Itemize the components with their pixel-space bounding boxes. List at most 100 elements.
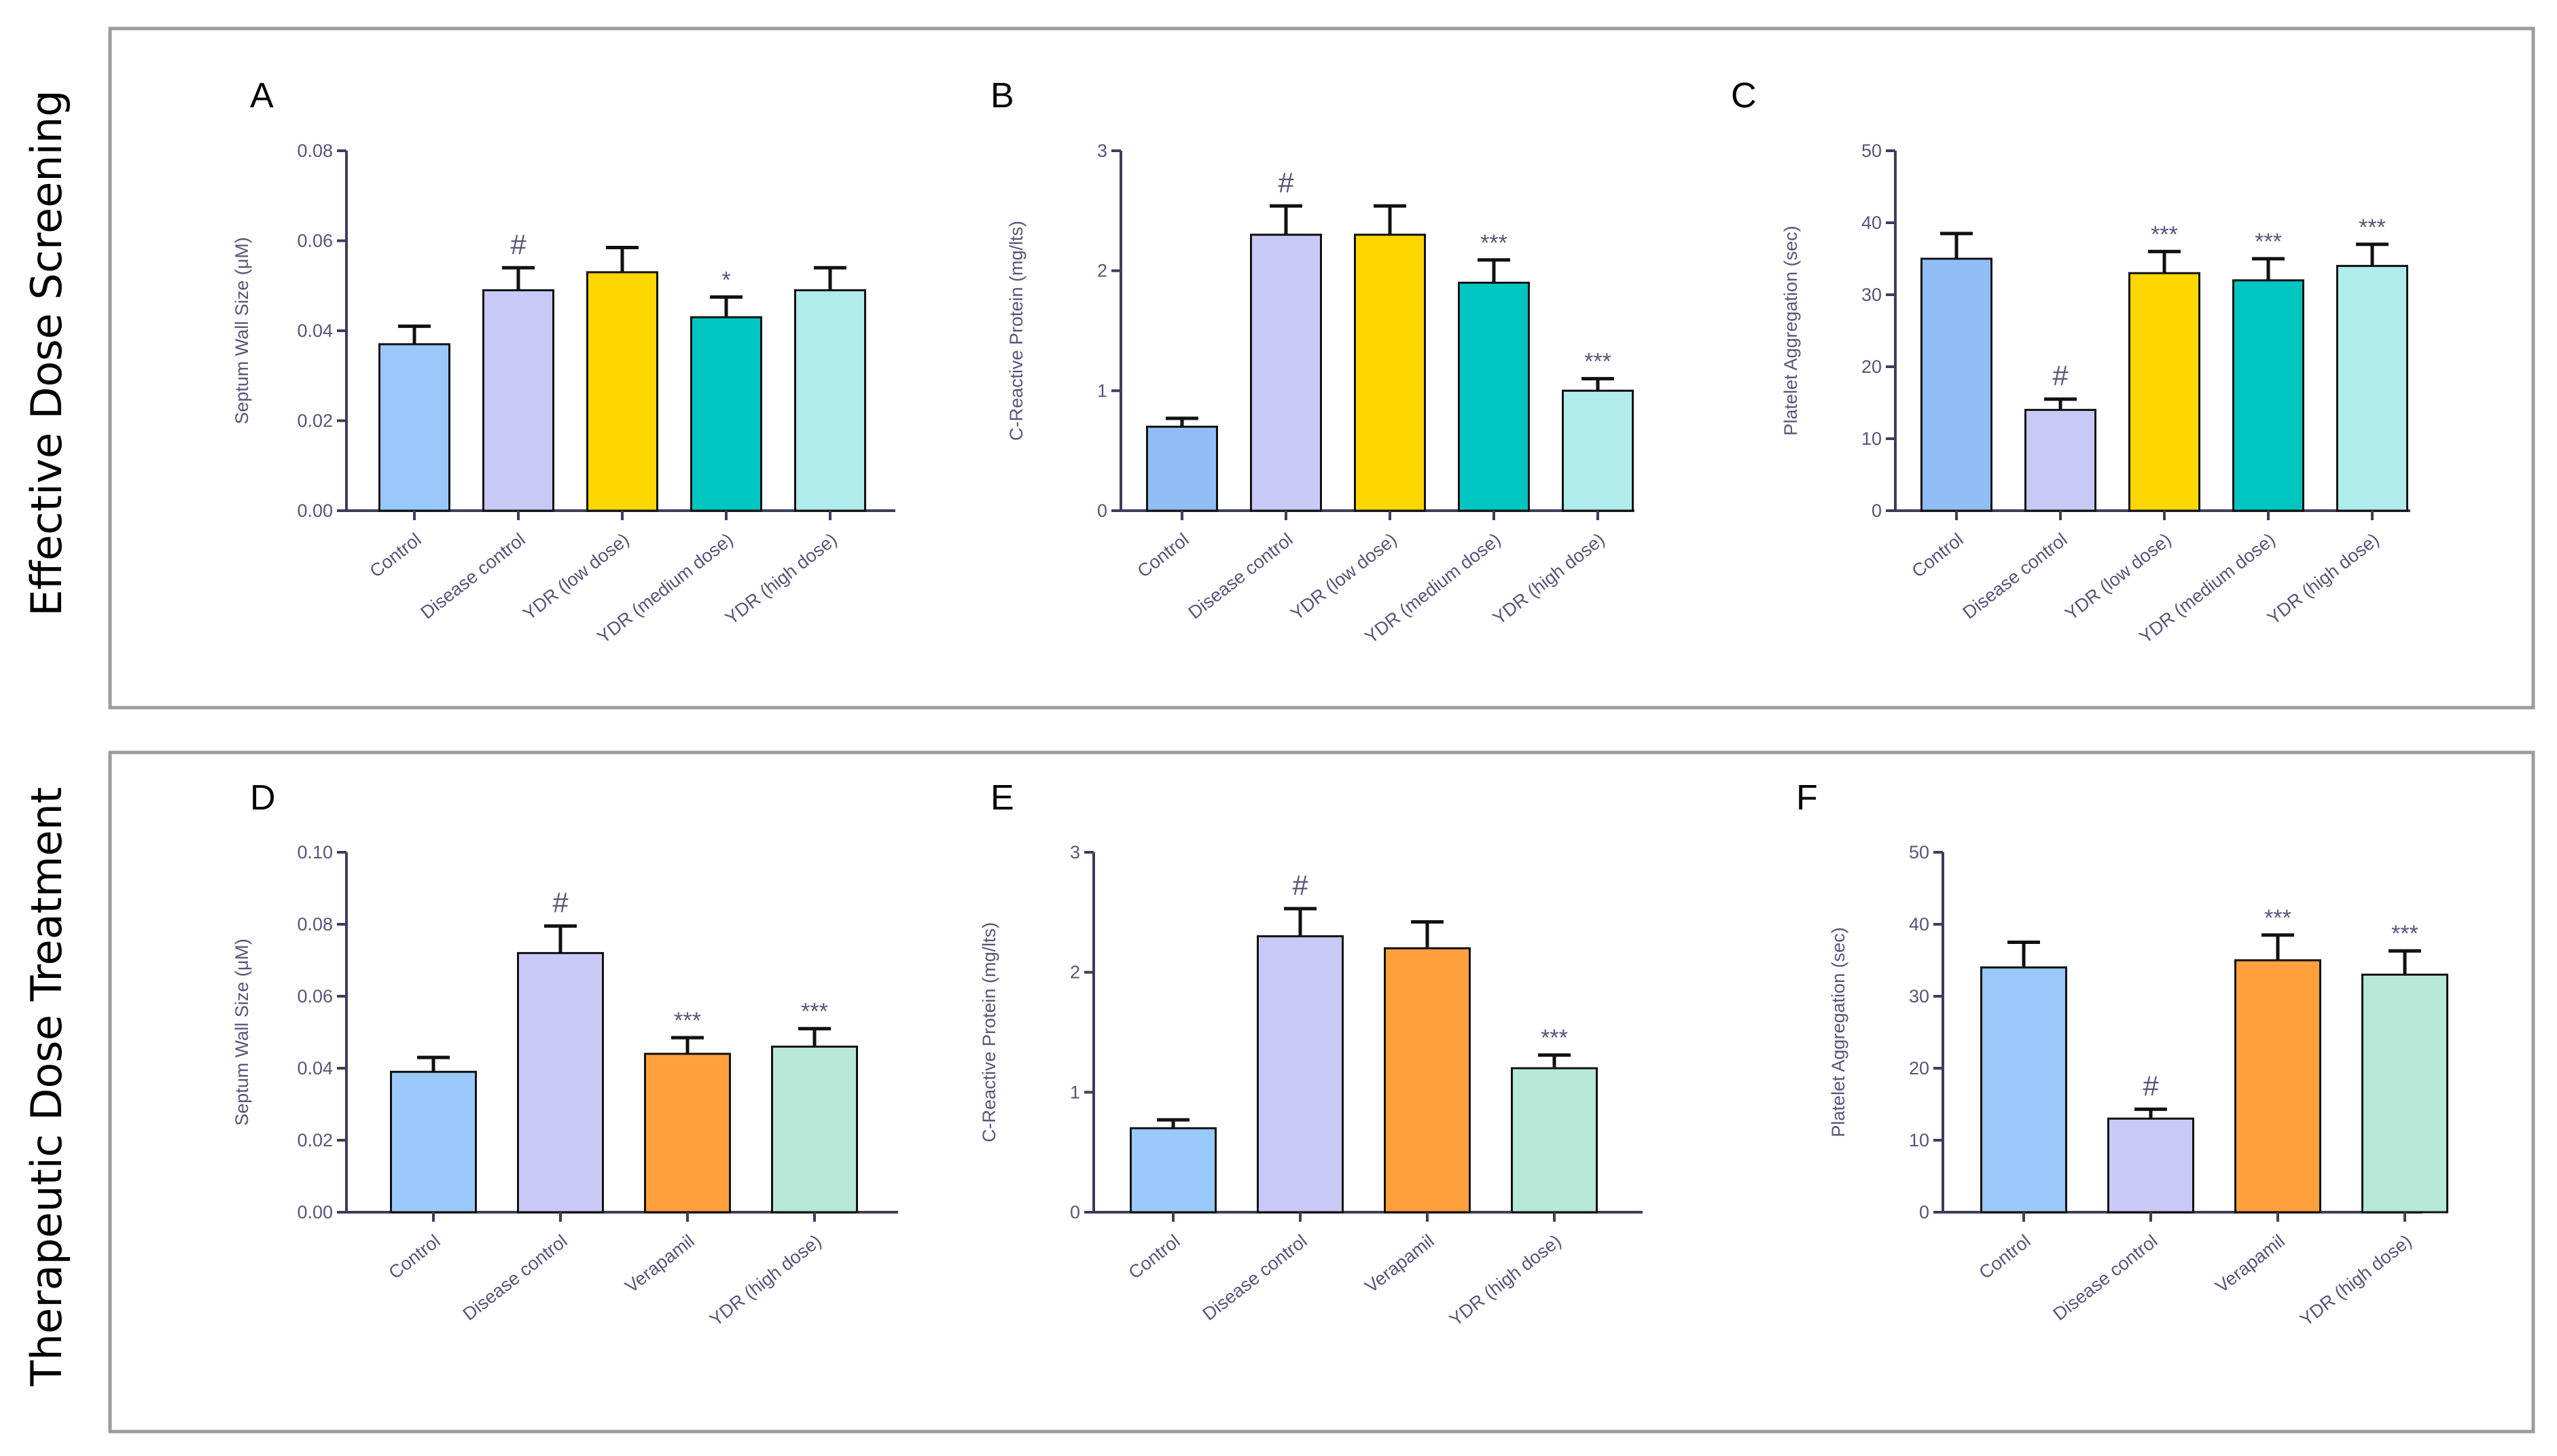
hash-annotation: # [510, 228, 526, 260]
x-tick-label: Control [1134, 529, 1193, 581]
x-tick-label: Disease control [1199, 1231, 1311, 1324]
error-bar [2148, 249, 2181, 274]
x-tick-label: Disease control [2050, 1231, 2162, 1324]
y-tick-label: 0.10 [297, 842, 333, 862]
error-bar [1166, 416, 1198, 427]
section-box-effective [108, 26, 2535, 710]
y-axis-label: Septum Wall Size (μM) [232, 237, 252, 424]
significance-annotation: *** [801, 999, 828, 1025]
bar [1384, 947, 1471, 1214]
bar [2107, 1117, 2194, 1214]
x-tick-label: Control [385, 1231, 444, 1283]
chart-panel-f: F Platelet Aggregation (sec) 0 10 20 30 40 50 Co… [1796, 778, 2448, 1330]
y-tick-label: 10 [1861, 429, 1882, 449]
y-tick-label: 0.08 [297, 914, 333, 934]
y-tick-label: 40 [1861, 213, 1882, 233]
x-tick-label: YDR (high dose) [1489, 529, 1609, 629]
panel-letter: C [1731, 76, 1757, 115]
hash-annotation: # [1278, 166, 1294, 198]
y-tick-label: 0.06 [297, 231, 333, 251]
error-bar [2007, 941, 2040, 968]
x-tick-label: YDR (low dose) [519, 529, 632, 624]
chart-panel-a: A Septum Wall Size (μM) 0.00 0.02 0.04 0.06 0.… [232, 76, 895, 647]
bar [517, 951, 604, 1214]
y-tick-label: 10 [1909, 1130, 1929, 1150]
error-bar [814, 266, 846, 291]
panel-letter: B [990, 76, 1014, 115]
significance-annotation: *** [2151, 221, 2178, 247]
y-axis-label: C-Reactive Protein (mg/lts) [1006, 221, 1026, 441]
y-tick-label: 2 [1070, 962, 1080, 983]
panel-letter: A [250, 76, 274, 115]
x-tick-label: Control [366, 529, 425, 581]
significance-annotation: *** [2359, 215, 2386, 240]
bar [690, 316, 762, 512]
y-tick-label: 0.02 [297, 1130, 333, 1150]
error-bar [1157, 1118, 1190, 1129]
significance-annotation: *** [2255, 229, 2282, 255]
error-bar [671, 1036, 704, 1054]
bar [1130, 1127, 1217, 1214]
significance-annotation: *** [2264, 905, 2291, 931]
y-tick-label: 20 [1861, 357, 1882, 377]
chart-panels: A Septum Wall Size (μM) 0.00 0.02 0.04 0.06 0.… [232, 76, 2448, 1330]
y-tick-label: 0 [1097, 500, 1107, 521]
x-tick-label: Disease control [1959, 529, 2071, 623]
x-tick-label: Verapamil [1361, 1231, 1438, 1297]
y-tick-label: 20 [1909, 1058, 1929, 1078]
x-tick-label: YDR (low dose) [1287, 529, 1400, 624]
x-tick-label: YDR (high dose) [1446, 1231, 1565, 1330]
section-label-therapeutic: Therapeutic Dose Treatment [22, 787, 71, 1387]
bar [1146, 425, 1218, 512]
y-axis-label: Platelet Aggregation (sec) [1781, 225, 1801, 435]
x-tick-label: Control [1908, 529, 1967, 581]
x-tick-label: Disease control [1185, 529, 1297, 623]
significance-annotation: *** [1480, 230, 1507, 256]
error-bar [1538, 1053, 1571, 1068]
y-axis-label: Platelet Aggregation (sec) [1828, 927, 1848, 1137]
bar [1562, 389, 1634, 512]
error-bar [1478, 258, 1510, 283]
y-axis-label: C-Reactive Protein (mg/lts) [979, 922, 999, 1142]
x-tick-label: Disease control [459, 1231, 571, 1324]
significance-annotation: *** [674, 1008, 701, 1034]
y-tick-label: 0 [1070, 1202, 1080, 1222]
bar [390, 1070, 477, 1214]
chart-panel-c: C Platelet Aggregation (sec) 0 10 20 30 40 50 Co… [1731, 76, 2410, 647]
error-bar [2389, 949, 2421, 975]
chart-panel-d: D Septum Wall Size (μM) 0.00 0.02 0.04 0.06 0.… [232, 778, 898, 1330]
bar [1458, 281, 1530, 512]
bar [771, 1045, 858, 1214]
y-tick-label: 0.00 [297, 1202, 333, 1222]
panel-letter: E [990, 778, 1014, 818]
error-bar [417, 1055, 450, 1072]
x-tick-label: Disease control [417, 529, 529, 623]
error-bar [1374, 204, 1406, 235]
error-bar [798, 1027, 831, 1047]
hash-annotation: # [1292, 869, 1308, 901]
panel-letter: F [1796, 778, 1818, 818]
y-tick-label: 30 [1861, 285, 1882, 305]
x-tick-label: YDR (high dose) [2264, 529, 2383, 629]
hash-annotation: # [2052, 360, 2069, 392]
bar [1920, 257, 1992, 512]
y-tick-label: 50 [1861, 141, 1882, 161]
bar [1257, 935, 1344, 1214]
x-tick-label: YDR (low dose) [2061, 529, 2175, 624]
y-tick-label: 3 [1070, 842, 1080, 862]
significance-annotation: *** [2391, 921, 2418, 947]
bar [1250, 234, 1322, 512]
x-tick-label: YDR (high dose) [721, 529, 841, 629]
significance-annotation: *** [1584, 349, 1611, 375]
x-tick-label: Control [1975, 1231, 2035, 1283]
error-bar [544, 924, 577, 953]
bar [1980, 966, 2067, 1214]
error-bar [398, 324, 431, 344]
bar [2024, 409, 2096, 512]
chart-panel-b: B C-Reactive Protein (mg/lts) 0 1 2 3 Control #… [990, 76, 1634, 647]
x-tick-label: Control [1125, 1231, 1184, 1283]
error-bar [502, 266, 535, 291]
y-tick-label: 2 [1097, 261, 1107, 281]
error-bar [606, 245, 639, 272]
